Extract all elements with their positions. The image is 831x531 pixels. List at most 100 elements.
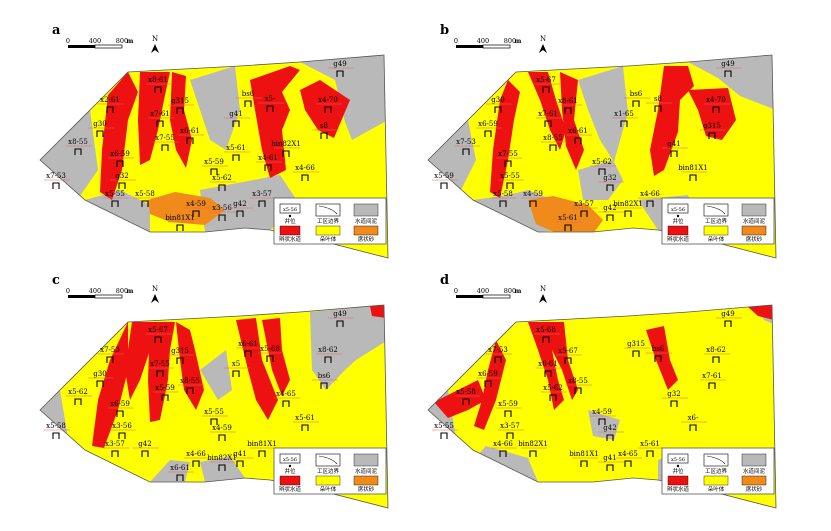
well-icon bbox=[244, 350, 252, 357]
sheet-sand-area bbox=[148, 192, 225, 225]
well-marker: x5-55 bbox=[103, 190, 129, 207]
well-icon bbox=[646, 200, 654, 207]
legend-well-sample: x5-56 bbox=[283, 457, 297, 463]
well-label: x5-59 bbox=[204, 158, 224, 166]
well-marker: x7-61 bbox=[536, 110, 562, 127]
well-label: g42 bbox=[603, 204, 616, 212]
well-icon bbox=[266, 355, 274, 362]
legend-gray-swatch bbox=[353, 203, 379, 217]
well-label: bin82X1 bbox=[207, 454, 237, 462]
well-icon bbox=[192, 210, 200, 217]
well-marker: x7-53 bbox=[98, 346, 124, 363]
well-icon bbox=[670, 400, 678, 407]
well-marker: x3-57 bbox=[103, 440, 129, 457]
north-arrow-icon bbox=[151, 44, 159, 53]
well-label: x5-68 bbox=[536, 326, 556, 334]
legend-well-dot bbox=[676, 464, 680, 468]
well-marker: x7-53 bbox=[454, 138, 480, 155]
legend-red-label: 辫状水道 bbox=[279, 235, 302, 243]
well-label: x6-61 bbox=[238, 340, 258, 348]
well-marker: x7-61 bbox=[148, 110, 174, 127]
well-label: x5-62 bbox=[212, 174, 232, 182]
well-marker: g32 bbox=[662, 390, 688, 407]
facies-layer bbox=[428, 55, 776, 240]
well-marker: x4-59 bbox=[521, 190, 547, 207]
well-icon bbox=[708, 382, 716, 389]
well-marker: x4-61 bbox=[256, 154, 282, 171]
legend-well-dot bbox=[676, 214, 680, 218]
well-label: x6-59 bbox=[478, 120, 498, 128]
well-label: g49 bbox=[721, 60, 734, 68]
well-icon bbox=[529, 450, 537, 457]
scale-bar-black bbox=[68, 45, 95, 48]
braided-channel-area bbox=[646, 326, 678, 390]
well-label: x7-55 bbox=[498, 150, 518, 158]
well-marker: g42 bbox=[598, 204, 624, 221]
well-label: bin82X1 bbox=[271, 140, 301, 148]
well-marker: x5-67 bbox=[534, 76, 560, 93]
well-icon bbox=[598, 418, 606, 425]
well-label: x7-55 bbox=[155, 134, 175, 142]
legend-red-swatch bbox=[279, 225, 301, 236]
well-icon bbox=[712, 356, 720, 363]
well-marker: x5-55 bbox=[202, 408, 228, 425]
well-marker: x5-55 bbox=[432, 422, 458, 439]
well-icon bbox=[210, 418, 218, 425]
well-icon bbox=[336, 70, 344, 77]
well-icon bbox=[632, 350, 640, 357]
scale-unit: m bbox=[515, 37, 522, 45]
braided-channel-area bbox=[528, 72, 566, 150]
well-marker: x5-55 bbox=[498, 172, 524, 189]
well-marker: g49 bbox=[328, 310, 354, 327]
legend-well-sample: x5-56 bbox=[283, 207, 297, 213]
well-marker: x4-65 bbox=[616, 450, 642, 467]
well-marker: g30 bbox=[486, 96, 512, 113]
legend-boundary-line bbox=[318, 455, 338, 465]
well-icon bbox=[606, 214, 614, 221]
well-marker: x5-59 bbox=[496, 400, 522, 417]
well-label: x5-59 bbox=[155, 384, 175, 392]
well-label: x5-58 bbox=[46, 422, 66, 430]
well-label: g30 bbox=[93, 120, 106, 128]
north-label: N bbox=[540, 285, 546, 293]
legend-orange-label: 席状砂 bbox=[746, 235, 763, 243]
well-marker: g41 bbox=[662, 140, 688, 157]
well-icon bbox=[111, 450, 119, 457]
well-icon bbox=[154, 336, 162, 343]
well-label: x5-67 bbox=[558, 347, 578, 355]
well-icon bbox=[264, 164, 272, 171]
braided-channel-area bbox=[528, 322, 564, 410]
well-label: g41 bbox=[603, 454, 616, 462]
well-marker: x8-55 bbox=[66, 138, 92, 155]
well-icon bbox=[266, 105, 274, 112]
scale-bar-white bbox=[482, 294, 511, 299]
well-marker: bin81X1 bbox=[678, 164, 708, 181]
braided-channel-area bbox=[490, 80, 520, 198]
well-icon bbox=[462, 148, 470, 155]
well-icon bbox=[624, 210, 632, 217]
well-marker: x5-62 bbox=[66, 388, 92, 405]
legend-gray-swatch bbox=[741, 203, 767, 217]
well-icon bbox=[118, 432, 126, 439]
legend-yellow-label: 朵叶体 bbox=[320, 485, 337, 493]
well-icon bbox=[74, 148, 82, 155]
well-label: x8-62 bbox=[318, 346, 338, 354]
well-label: g315 bbox=[627, 340, 645, 348]
well-marker: x6-61 bbox=[536, 360, 562, 377]
legend-yellow-label: 朵叶体 bbox=[320, 235, 337, 243]
well-marker: bs6 bbox=[236, 90, 262, 107]
well-label: x8-62 bbox=[706, 346, 726, 354]
legend-yellow-label: 朵叶体 bbox=[708, 235, 725, 243]
well-label: x5-62 bbox=[68, 388, 88, 396]
braided-channel-area bbox=[262, 318, 290, 396]
well-marker: bin81X1 bbox=[165, 214, 195, 231]
north-label: N bbox=[152, 35, 158, 43]
well-icon bbox=[724, 320, 732, 327]
well-marker: x6- bbox=[681, 414, 707, 431]
braided-channel-area bbox=[176, 322, 204, 410]
well-marker: x5-68 bbox=[534, 326, 560, 343]
well-icon bbox=[549, 394, 557, 401]
well-label: x4-66 bbox=[493, 440, 513, 448]
inter-channel-area bbox=[478, 446, 538, 482]
